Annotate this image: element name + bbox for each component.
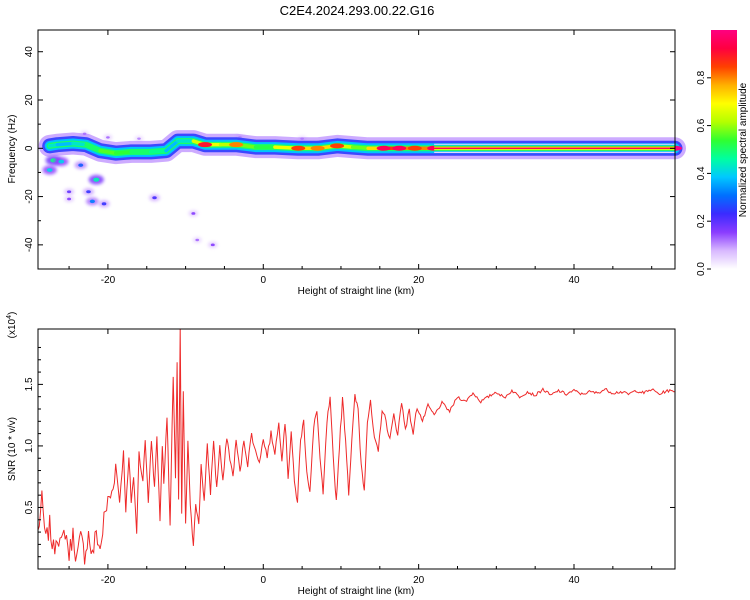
snr-x-tick-label: 20: [413, 575, 425, 586]
snr-y-multiplier-base: (x10: [7, 318, 18, 338]
spectrogram-blob-core: [66, 190, 72, 194]
spectrogram-blob-core: [137, 137, 141, 140]
spectrogram-blob-core: [78, 163, 84, 167]
spectrogram-hotspot: [310, 145, 325, 151]
spectrogram-band-core: [164, 139, 180, 153]
spectrogram-x-tick-label: -20: [101, 275, 116, 286]
colorbar-tick-label: 0.0: [696, 262, 707, 276]
spectrogram-band-core: [98, 148, 118, 155]
colorbar-tick-label: 0.2: [696, 214, 707, 228]
snr-y-multiplier: (x104): [6, 312, 18, 339]
spectrogram-blob-core: [191, 212, 196, 215]
spectrogram-y-tick-label: -20: [24, 189, 35, 204]
spectrogram-x-tick-label: 20: [413, 275, 425, 286]
spectrogram-frame: [37, 29, 676, 270]
snr-plot-area: [38, 329, 675, 569]
spectrogram-steady-band: [434, 148, 675, 150]
spectrogram-y-tick-label: 0: [24, 145, 35, 151]
snr-panel: -20 0 20 40 0.5 1.0 1.5 Height of straight lin…: [6, 312, 676, 597]
spectrogram-steady-band: [434, 149, 675, 151]
spectrogram-blob-core: [93, 177, 100, 182]
colorbar-ticks: 0.0 0.2 0.4 0.6 0.8: [696, 70, 711, 276]
spectrogram-x-tick-label: 40: [568, 275, 580, 286]
spectrogram-y-label: Frequency (Hz): [7, 115, 18, 184]
snr-y-multiplier-exponent: 4: [6, 315, 13, 319]
colorbar-tick-label: 0.4: [696, 166, 707, 180]
spectrogram-band-core: [113, 150, 133, 155]
spectrogram-steady-band: [434, 146, 675, 148]
snr-y-tick-label: 1.0: [24, 439, 35, 453]
spectrogram-blob-core: [152, 196, 157, 200]
spectrogram-y-tick-label: 20: [24, 94, 35, 106]
spectrogram-steady-band: [434, 145, 675, 147]
spectrogram-band-core: [55, 141, 75, 147]
spectrogram-blob-core: [195, 238, 200, 242]
spectrogram-blob-core: [46, 168, 53, 172]
spectrogram-band-core: [350, 145, 370, 151]
spectrogram-y-tick-label: -40: [24, 237, 35, 252]
snr-series-line: [38, 329, 675, 565]
colorbar-label: Normalized spectral amplitude: [738, 82, 749, 217]
spectrogram-hotspot: [330, 143, 345, 149]
colorbar-tick-label: 0.6: [696, 118, 707, 132]
snr-y-tick-label: 1.5: [24, 377, 35, 391]
spectrogram-content: [38, 130, 686, 248]
spectrogram-hotspot: [407, 145, 422, 151]
spectrogram-hotspot: [392, 145, 407, 151]
snr-frame: [37, 328, 676, 570]
spectrogram-blob-core: [210, 243, 215, 247]
spectrogram-steady-band: [434, 151, 675, 153]
snr-x-label: Height of straight line (km): [298, 586, 415, 597]
spectrogram-band-core: [148, 148, 168, 154]
colorbar-tick-label: 0.8: [696, 70, 707, 84]
spectrogram-steady-band: [434, 147, 675, 149]
spectrogram-steady-band: [434, 150, 675, 152]
snr-x-tick-label: -20: [101, 575, 116, 586]
spectrogram-blob-core: [67, 197, 72, 201]
snr-x-tick-label: 0: [260, 575, 266, 586]
spectrogram-band-core: [71, 141, 88, 147]
colorbar: 0.0 0.2 0.4 0.6 0.8 Normalized spectral ampl…: [696, 30, 749, 276]
spectrogram-x-tick-label: 0: [260, 275, 266, 286]
spectrogram-x-label: Height of straight line (km): [298, 286, 415, 297]
spectrogram-blob-core: [89, 199, 95, 204]
spectrogram-hotspot: [291, 145, 306, 151]
spectrogram-blob-core: [101, 202, 107, 206]
spectrogram-steady-band: [434, 144, 675, 146]
snr-y-tick-label: 0.5: [24, 500, 35, 514]
spectrogram-panel: -20 0 20 40 -40 -20 0 20 40 Height of straight l…: [7, 29, 686, 297]
spectrogram-hotspot: [198, 142, 213, 148]
spectrogram-y-tick-label: 40: [24, 46, 35, 58]
spectrogram-hotspot: [229, 142, 244, 148]
colorbar-bar: [711, 30, 737, 269]
spectrogram-band-core: [84, 142, 102, 153]
spectrogram-hotspot: [376, 145, 391, 151]
spectrogram-steady-band: [434, 143, 675, 145]
spectrogram-blob-core: [86, 190, 91, 194]
snr-y-label: SNR (10 * v/v): [7, 417, 18, 481]
snr-x-tick-label: 40: [568, 575, 580, 586]
spectrogram-blob-core: [58, 159, 65, 164]
snr-y-multiplier-close: ): [7, 312, 18, 315]
figure-title: C2E4.2024.293.00.22.G16: [280, 3, 435, 18]
spectrogram-blob-core: [106, 136, 110, 139]
